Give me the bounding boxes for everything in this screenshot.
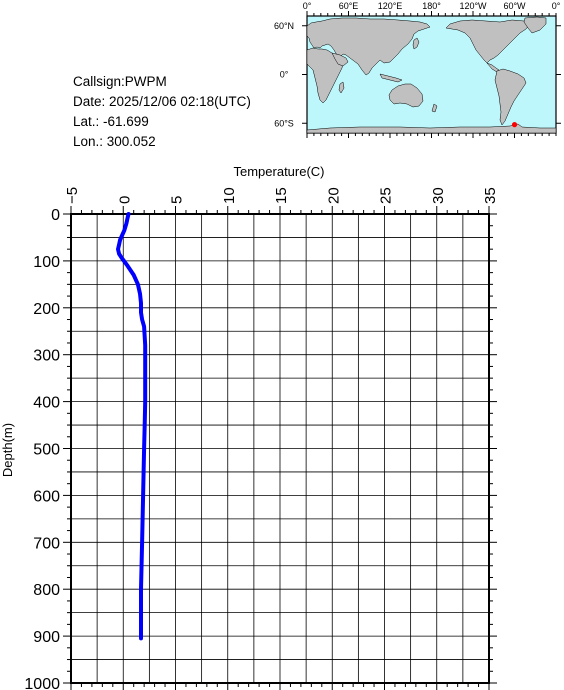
x-tick-label: 0 [116, 196, 133, 204]
map-lon-label: 60°E [339, 1, 359, 11]
station-marker-icon [511, 122, 518, 128]
map-lat-label: 0° [280, 70, 289, 80]
map-lon-label: 120°E [378, 1, 403, 11]
japan-islands [412, 37, 420, 50]
new-zealand-island [431, 103, 438, 113]
arabia-landmass [331, 52, 349, 67]
y-tick-label: 700 [33, 535, 60, 552]
australia-landmass [388, 83, 424, 108]
map-lon-label: 0° [303, 1, 312, 11]
x-tick-label: 25 [378, 187, 395, 204]
callsign-value: PWPM [124, 74, 167, 89]
x-axis-title: Temperature(C) [233, 164, 324, 179]
map-lon-label: 180° [422, 1, 441, 11]
south-america-landmass [494, 68, 527, 126]
date-line: Date: 2025/12/06 02:18(UTC) [73, 94, 251, 110]
lon-value: 300.052 [106, 134, 156, 149]
y-tick-label: 100 [33, 254, 60, 271]
greenland-landmass [523, 16, 547, 34]
x-tick-label: 5 [169, 196, 186, 204]
antarctica-landmass [306, 123, 557, 134]
y-tick-label: 900 [33, 629, 60, 646]
map-lon-label: 0° [552, 1, 561, 11]
x-tick-label: −5 [64, 187, 81, 204]
eurasia-landmass [306, 17, 431, 76]
madagascar-island [338, 81, 345, 94]
y-axis-title: Depth(m) [0, 423, 15, 477]
lat-line: Lat.: -61.699 [73, 114, 149, 130]
x-tick-label: 10 [221, 187, 238, 204]
x-tick-label: 30 [430, 187, 447, 204]
date-label: Date: [73, 94, 110, 109]
y-tick-label: 200 [33, 301, 60, 318]
world-map: 0° 60°E 120°E 180° 120°W 60°W 0° 60°N 0° 60°S [274, 1, 561, 138]
x-tick-label: 20 [325, 187, 342, 204]
map-lat-label: 60°N [274, 21, 294, 31]
callsign-line: Callsign:PWPM [73, 74, 167, 90]
lat-label: Lat.: [73, 114, 104, 129]
map-lon-label: 120°W [459, 1, 487, 11]
map-lon-label: 60°W [503, 1, 526, 11]
africa-landmass [306, 47, 344, 104]
temperature-depth-chart: −5 0 5 10 15 20 25 30 35010020030040050060070080… [0, 164, 499, 690]
y-tick-label: 800 [33, 582, 60, 599]
y-tick-label: 300 [33, 348, 60, 365]
y-tick-label: 0 [51, 207, 60, 224]
lat-value: -61.699 [103, 114, 149, 129]
y-tick-label: 600 [33, 488, 60, 505]
y-tick-label: 400 [33, 395, 60, 412]
x-tick-label: 15 [273, 187, 290, 204]
date-value: 2025/12/06 02:18(UTC) [109, 94, 251, 109]
x-tick-label: 35 [482, 187, 499, 204]
map-lat-label: 60°S [274, 118, 294, 128]
north-america-landmass [445, 19, 531, 64]
lon-line: Lon.: 300.052 [73, 134, 156, 150]
callsign-label: Callsign: [73, 74, 125, 89]
indonesia-islands [379, 73, 403, 83]
lon-label: Lon.: [73, 134, 107, 149]
y-tick-label: 1000 [24, 676, 60, 690]
y-tick-label: 500 [33, 442, 60, 459]
central-america-landmass [486, 62, 500, 73]
temperature-profile-line [116, 212, 148, 641]
